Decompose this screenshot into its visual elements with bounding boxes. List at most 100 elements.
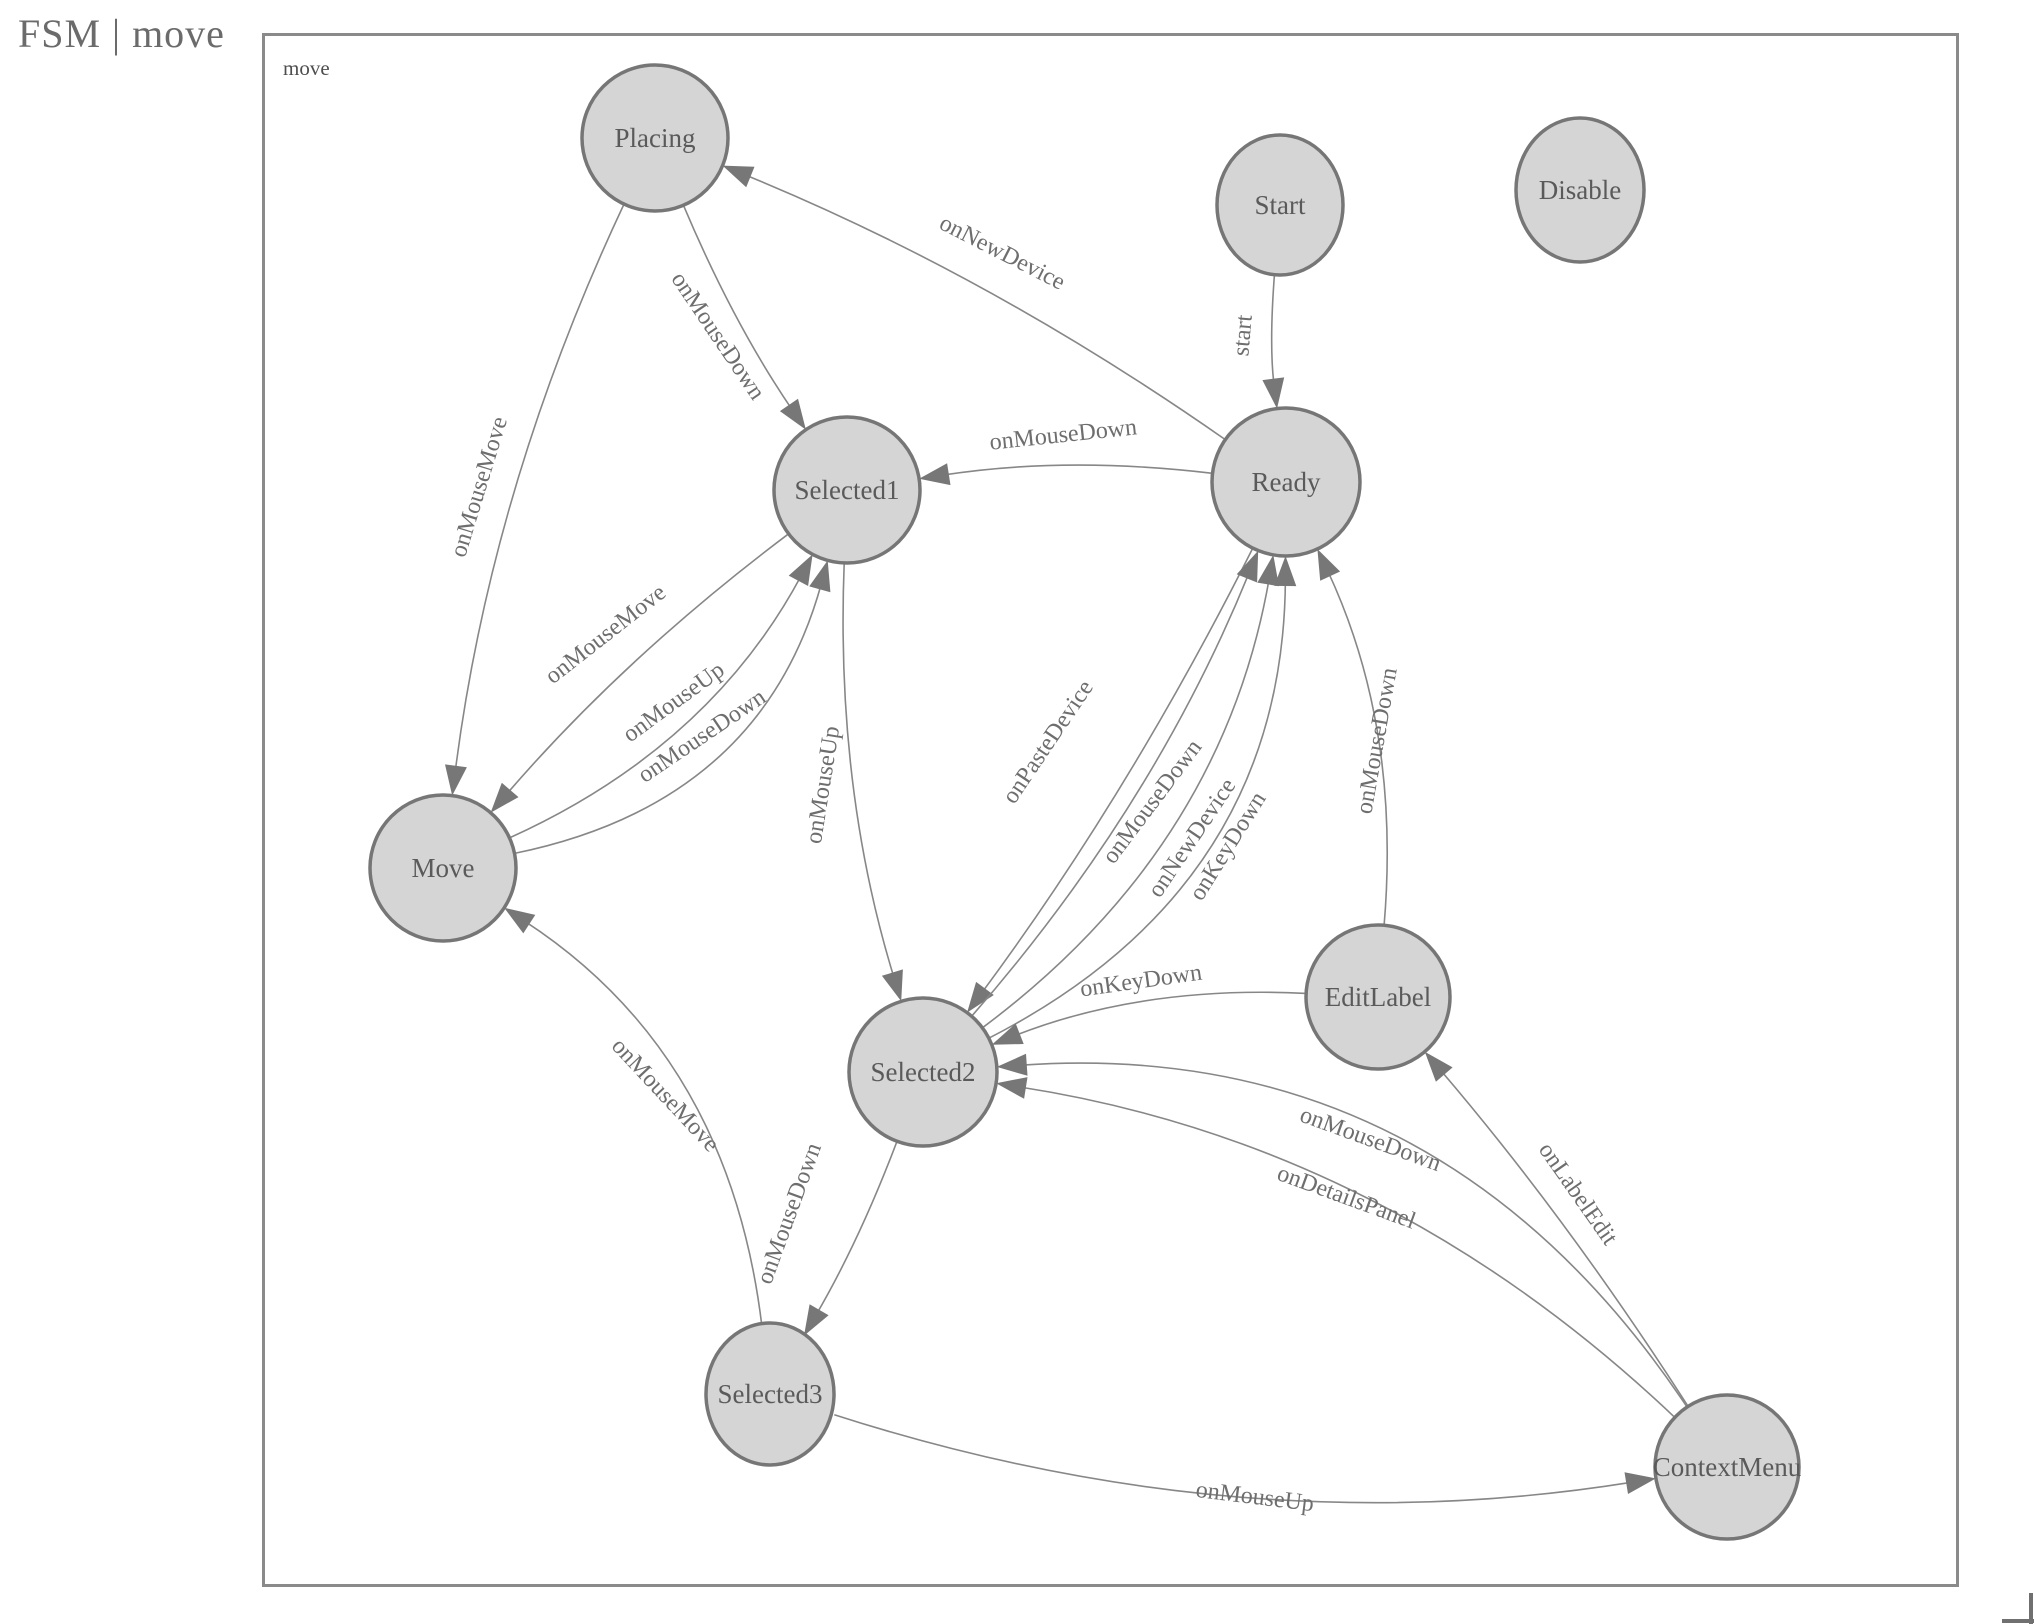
transition-edge	[842, 562, 895, 979]
arrowhead-icon	[779, 398, 806, 430]
transition-edge	[514, 583, 823, 855]
transition-label: start	[1228, 313, 1258, 357]
transition-label: onMouseUp	[1194, 1477, 1315, 1517]
transition-edge	[834, 1413, 1633, 1504]
state-label: ContextMenu	[1653, 1452, 1802, 1482]
state-circle[interactable]	[1653, 1393, 1801, 1541]
state-label: Selected1	[795, 475, 900, 505]
state-label: EditLabel	[1325, 982, 1431, 1012]
transition-label: onMouseUp	[801, 724, 845, 845]
transition-onMouseDown-2: onMouseDown	[666, 204, 806, 430]
arrowhead-icon	[788, 554, 813, 586]
arrowhead-icon	[1236, 550, 1259, 583]
arrowhead-icon	[1317, 549, 1341, 581]
arrowhead-icon	[1274, 556, 1297, 587]
arrowhead-icon	[991, 1023, 1024, 1045]
arrowhead-icon	[1624, 1472, 1656, 1494]
transition-edge	[971, 572, 1250, 1017]
arrowhead-icon	[996, 1077, 1028, 1099]
state-node-move[interactable]: Move	[368, 793, 518, 943]
state-label: Selected3	[718, 1379, 823, 1409]
transition-onMouseDown-18: onMouseDown	[752, 1140, 898, 1336]
transition-label: onLabelEdit	[1533, 1138, 1623, 1250]
transition-onMouseDown-13: onMouseDown	[1317, 549, 1403, 926]
transition-edge	[1020, 1062, 1688, 1408]
state-circle[interactable]	[368, 793, 518, 943]
transition-onNewDevice-1: onNewDevice	[722, 165, 1226, 441]
fsm-canvas-frame	[262, 33, 1959, 1587]
state-circle[interactable]	[704, 1321, 836, 1467]
transition-label: onMouseDown	[1296, 1102, 1444, 1177]
state-circle[interactable]	[1210, 406, 1362, 558]
resize-corner-icon[interactable]	[2002, 1619, 2034, 1623]
arrowhead-icon	[1257, 554, 1279, 587]
transition-onMouseMove-4: onMouseMove	[445, 203, 625, 796]
transition-label: onNewDevice	[935, 210, 1069, 295]
arrowhead-icon	[445, 764, 467, 796]
transition-edge	[1019, 1086, 1676, 1418]
transition-edge	[1270, 271, 1276, 385]
transition-onPasteDevice-9: onPasteDevice	[967, 547, 1254, 1013]
transition-edge	[981, 578, 1270, 1029]
arrowhead-icon	[919, 463, 951, 486]
arrowhead-icon	[1424, 1051, 1453, 1082]
canvas-label: move	[283, 56, 330, 80]
state-node-start[interactable]: Start	[1215, 133, 1345, 277]
transition-onMouseDown-3: onMouseDown	[919, 414, 1213, 486]
state-label: Disable	[1539, 175, 1621, 205]
page-title: FSM | move	[18, 11, 225, 56]
transition-label: onMouseMove	[446, 414, 513, 561]
state-circle[interactable]	[1514, 116, 1646, 264]
state-node-placing[interactable]: Placing	[580, 63, 730, 213]
state-label: Move	[412, 853, 475, 883]
arrowhead-icon	[722, 165, 755, 188]
state-circle[interactable]	[847, 996, 999, 1148]
transition-edge	[509, 575, 803, 839]
arrowhead-icon	[490, 782, 519, 813]
state-circle[interactable]	[1304, 923, 1452, 1071]
transition-edge	[1326, 570, 1389, 926]
transition-edge	[454, 203, 625, 772]
state-node-contextmenu[interactable]: ContextMenu	[1653, 1393, 1802, 1541]
transition-onMouseUp-8: onMouseUp	[801, 562, 903, 1002]
state-node-editlabel[interactable]: EditLabel	[1304, 923, 1452, 1071]
arrowhead-icon	[804, 1304, 829, 1336]
transition-edge	[1439, 1069, 1689, 1407]
state-node-selected1[interactable]: Selected1	[772, 415, 922, 565]
transition-label: onMouseDown	[988, 414, 1138, 455]
arrowhead-icon	[996, 1053, 1028, 1076]
transition-edge	[815, 1141, 898, 1316]
transition-label: onMouseMove	[606, 1033, 724, 1157]
arrowhead-icon	[809, 560, 831, 593]
transition-label: onMouseDown	[1351, 666, 1402, 816]
transition-label: onDetailsPanel	[1274, 1160, 1420, 1234]
state-label: Placing	[615, 123, 696, 153]
arrowhead-icon	[1262, 377, 1285, 409]
transition-edge	[980, 547, 1254, 994]
transition-edge	[988, 579, 1287, 1039]
state-node-selected2[interactable]: Selected2	[847, 996, 999, 1148]
state-circle[interactable]	[772, 415, 922, 565]
transition-onMouseDown-15: onMouseDown	[996, 1053, 1688, 1408]
state-node-ready[interactable]: Ready	[1210, 406, 1362, 558]
transition-edge	[1013, 991, 1307, 1037]
arrowhead-icon	[881, 969, 903, 1002]
transition-edge	[942, 464, 1213, 476]
transition-edge	[505, 533, 790, 796]
arrowhead-icon	[504, 907, 536, 934]
state-node-selected3[interactable]: Selected3	[704, 1321, 836, 1467]
transition-label: onMouseDown	[666, 267, 770, 404]
transition-edge	[682, 204, 793, 411]
state-label: Selected2	[871, 1057, 976, 1087]
transition-edge	[744, 173, 1226, 441]
state-circle[interactable]	[1215, 133, 1345, 277]
state-node-disable[interactable]: Disable	[1514, 116, 1646, 264]
resize-corner-icon[interactable]	[2029, 1593, 2033, 1624]
transition-label: onPasteDevice	[998, 676, 1099, 809]
transition-onKeyDown-14: onKeyDown	[991, 960, 1307, 1045]
state-label: Start	[1255, 190, 1306, 220]
state-circle[interactable]	[580, 63, 730, 213]
arrowhead-icon	[967, 981, 994, 1013]
transition-label: onMouseDown	[752, 1140, 827, 1288]
